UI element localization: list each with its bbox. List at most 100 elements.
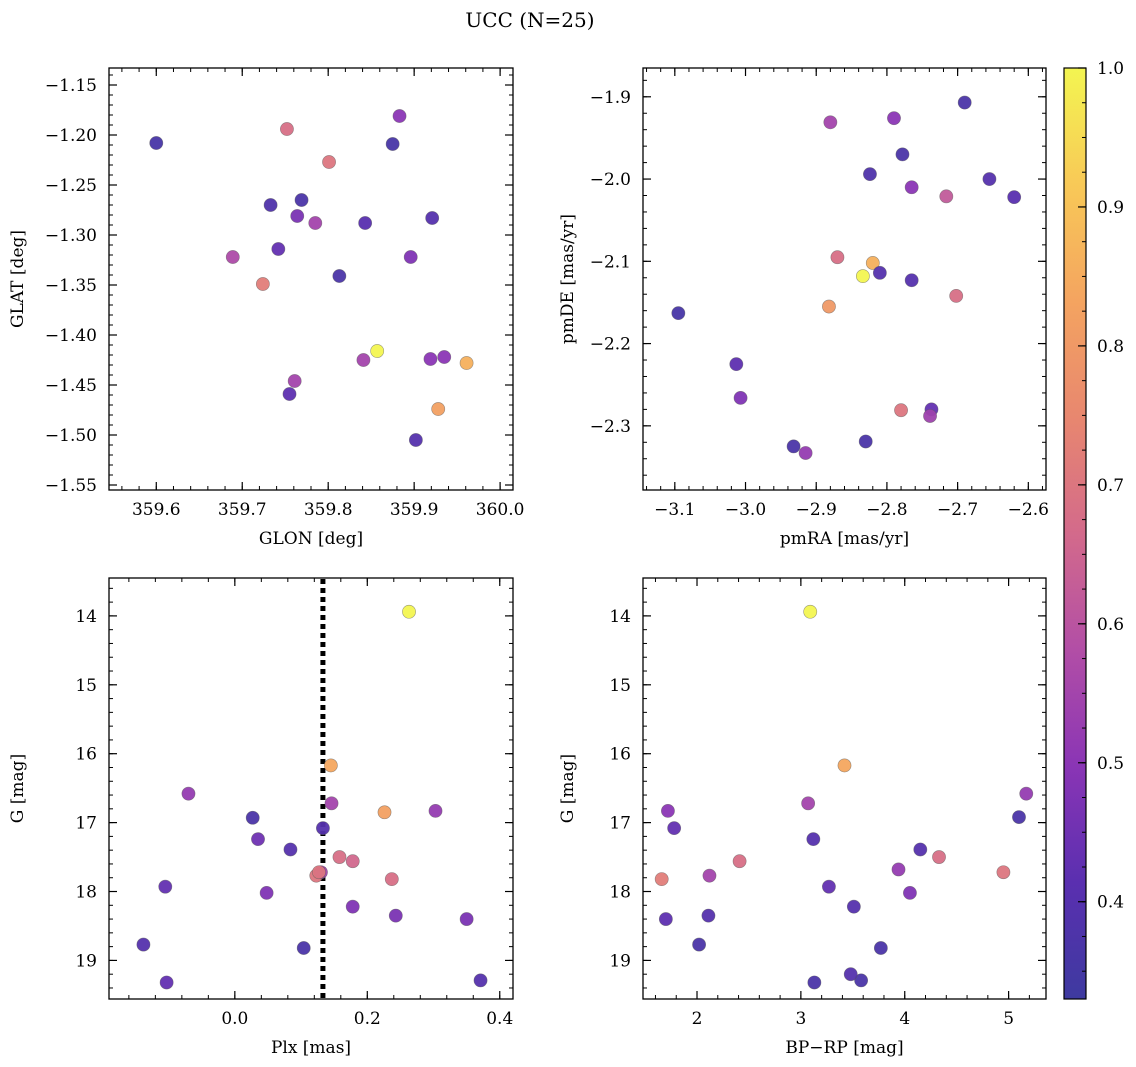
data-point xyxy=(402,604,416,619)
data-point xyxy=(294,193,309,207)
y-tick-label: 17 xyxy=(75,814,97,834)
figure-title: UCC (N=25) xyxy=(465,8,594,32)
y-tick-label: −2.1 xyxy=(590,252,631,272)
x-tick-label: 0.0 xyxy=(221,1009,248,1029)
data-point xyxy=(692,937,706,952)
data-point xyxy=(891,862,906,877)
data-point xyxy=(459,912,474,926)
colorbar-tick-label: 0.4 xyxy=(1097,893,1124,913)
data-point xyxy=(895,147,910,162)
data-point xyxy=(332,269,347,283)
data-point xyxy=(1007,190,1022,205)
axes-frame xyxy=(642,67,1047,491)
y-tick-label: −2.2 xyxy=(590,335,631,355)
data-point xyxy=(807,975,822,990)
scatter-panel-1: 359.6 359.7 359.8 359.9 360.0 −1.55 −1.50 −1.45… xyxy=(8,67,525,549)
data-point xyxy=(136,937,151,952)
data-point xyxy=(865,256,880,270)
data-point xyxy=(282,387,297,401)
y-tick-label: 18 xyxy=(609,883,631,903)
data-point xyxy=(858,434,873,449)
colorbar-tick-label: 0.7 xyxy=(1097,476,1124,496)
data-point xyxy=(996,865,1011,880)
y-tick-label: −1.45 xyxy=(45,376,97,396)
data-point xyxy=(251,832,265,847)
x-tick-label: 359.8 xyxy=(304,500,353,520)
y-tick-label: 15 xyxy=(75,676,97,696)
data-point xyxy=(345,854,360,869)
x-tick-label: 360.0 xyxy=(476,500,525,520)
data-point xyxy=(312,865,326,880)
x-tick-label: −2.6 xyxy=(1008,500,1049,520)
data-point xyxy=(345,899,360,914)
data-point xyxy=(263,198,278,212)
data-point xyxy=(271,242,286,256)
scatter-panel-3: 0.0 0.2 0.4 14 15 16 17 18 19 Plx [mas] G [mag] xyxy=(8,577,514,1058)
data-point xyxy=(332,850,347,864)
data-point xyxy=(158,879,173,894)
data-point xyxy=(830,250,845,265)
data-point xyxy=(1019,786,1034,801)
data-point xyxy=(473,973,488,988)
data-point xyxy=(855,269,870,284)
data-point xyxy=(803,604,818,619)
data-point xyxy=(296,941,311,955)
colorbar-tick-label: 0.9 xyxy=(1097,198,1124,218)
data-point xyxy=(225,250,240,264)
y-tick-label: −1.55 xyxy=(45,476,97,496)
data-point xyxy=(786,439,801,454)
data-point xyxy=(822,299,836,314)
data-point xyxy=(259,885,274,900)
x-axis-label: Plx [mas] xyxy=(271,1038,351,1058)
data-point xyxy=(408,433,423,447)
x-tick-label: 2 xyxy=(692,1009,703,1029)
data-point xyxy=(658,912,673,926)
axes-frame xyxy=(108,67,514,491)
data-point xyxy=(431,402,446,416)
data-point xyxy=(385,137,400,151)
scatter-panel-4: 2 3 4 5 14 15 16 17 18 19 BP−RP [mag] G [mag] xyxy=(558,577,1047,1058)
data-point xyxy=(822,879,836,894)
data-point xyxy=(280,122,294,136)
data-point xyxy=(322,155,336,169)
data-point xyxy=(846,899,861,914)
data-point xyxy=(957,95,972,110)
data-point xyxy=(356,353,371,367)
data-point xyxy=(887,111,901,126)
data-point xyxy=(654,872,669,887)
data-point xyxy=(932,850,946,864)
y-tick-label: 18 xyxy=(75,883,97,903)
colorbar-tick-label: 0.8 xyxy=(1097,337,1124,357)
x-axis-label: BP−RP [mag] xyxy=(785,1038,903,1058)
data-point xyxy=(872,265,887,280)
data-point xyxy=(358,216,373,230)
data-point xyxy=(255,277,270,291)
data-point xyxy=(873,941,888,955)
y-tick-label: 16 xyxy=(609,745,631,765)
data-point xyxy=(732,854,747,869)
y-axis-label: pmDE [mas/yr] xyxy=(558,214,578,344)
data-point xyxy=(729,357,744,372)
data-point xyxy=(904,273,919,288)
data-point xyxy=(308,216,323,230)
x-tick-label: 4 xyxy=(899,1009,910,1029)
data-point xyxy=(701,908,716,923)
data-point xyxy=(287,374,302,388)
data-point xyxy=(903,885,917,900)
data-point xyxy=(149,136,164,150)
y-axis-label: GLAT [deg] xyxy=(8,230,28,328)
x-tick-label: 359.6 xyxy=(132,500,181,520)
data-point xyxy=(939,189,954,204)
y-tick-label: −1.30 xyxy=(45,226,97,246)
data-point xyxy=(854,973,869,988)
y-tick-label: −1.9 xyxy=(590,88,631,108)
y-tick-label: 15 xyxy=(609,676,631,696)
data-point xyxy=(384,872,399,887)
y-tick-label: −2.3 xyxy=(590,417,631,437)
data-point xyxy=(392,109,407,123)
x-tick-label: −2.9 xyxy=(796,500,837,520)
data-point xyxy=(290,209,305,223)
data-point xyxy=(843,967,858,982)
colorbar-tick-label: 1.0 xyxy=(1097,59,1124,79)
